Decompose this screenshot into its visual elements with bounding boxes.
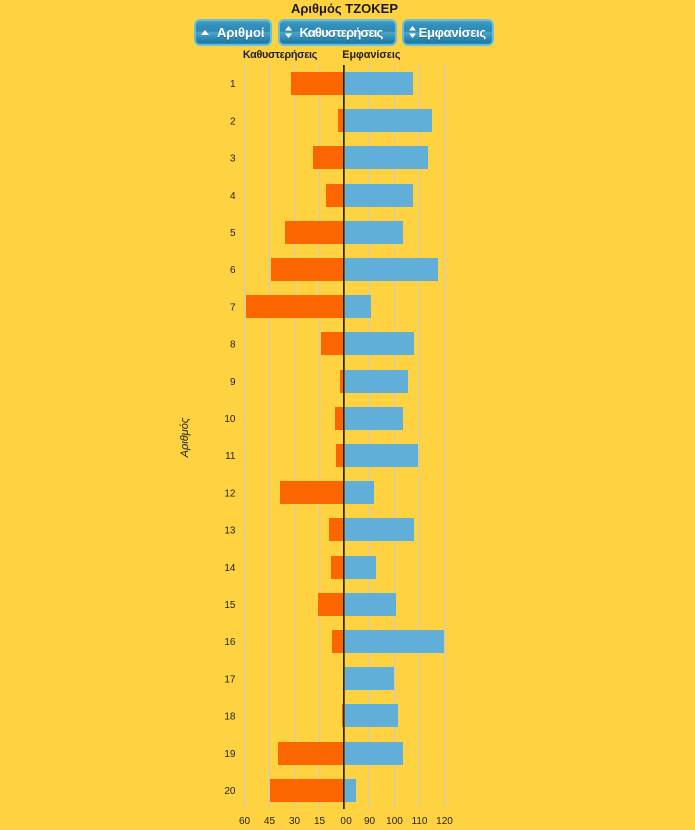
svg-text:13: 13	[224, 526, 236, 537]
svg-text:100: 100	[386, 816, 403, 827]
svg-text:12: 12	[224, 488, 236, 499]
svg-text:9: 9	[230, 377, 236, 388]
svg-text:90: 90	[364, 816, 376, 827]
svg-text:18: 18	[224, 712, 236, 723]
svg-text:11: 11	[225, 451, 236, 462]
svg-text:19: 19	[224, 749, 236, 760]
svg-text:45: 45	[264, 816, 276, 827]
svg-text:20: 20	[224, 786, 236, 797]
svg-text:15: 15	[224, 600, 236, 611]
svg-text:110: 110	[412, 816, 428, 827]
svg-text:17: 17	[224, 674, 236, 685]
svg-text:10: 10	[224, 414, 236, 425]
svg-text:7: 7	[230, 302, 236, 313]
svg-text:14: 14	[224, 563, 236, 574]
svg-text:5: 5	[230, 228, 236, 239]
svg-text:30: 30	[289, 816, 301, 827]
svg-text:60: 60	[239, 816, 251, 827]
svg-text:Εμφανίσεις: Εμφανίσεις	[342, 49, 401, 61]
svg-text:0: 0	[340, 816, 346, 827]
svg-text:1: 1	[230, 79, 236, 90]
svg-text:2: 2	[230, 116, 236, 127]
svg-text:0: 0	[346, 816, 352, 827]
svg-text:3: 3	[230, 154, 236, 165]
svg-text:8: 8	[230, 340, 236, 351]
svg-text:120: 120	[436, 816, 453, 827]
svg-text:16: 16	[224, 637, 236, 648]
svg-text:4: 4	[230, 191, 236, 202]
svg-text:Αριθμός: Αριθμός	[179, 417, 191, 458]
svg-text:15: 15	[314, 816, 326, 827]
svg-text:Καθυστερήσεις: Καθυστερήσεις	[243, 49, 318, 61]
svg-text:6: 6	[230, 265, 236, 276]
